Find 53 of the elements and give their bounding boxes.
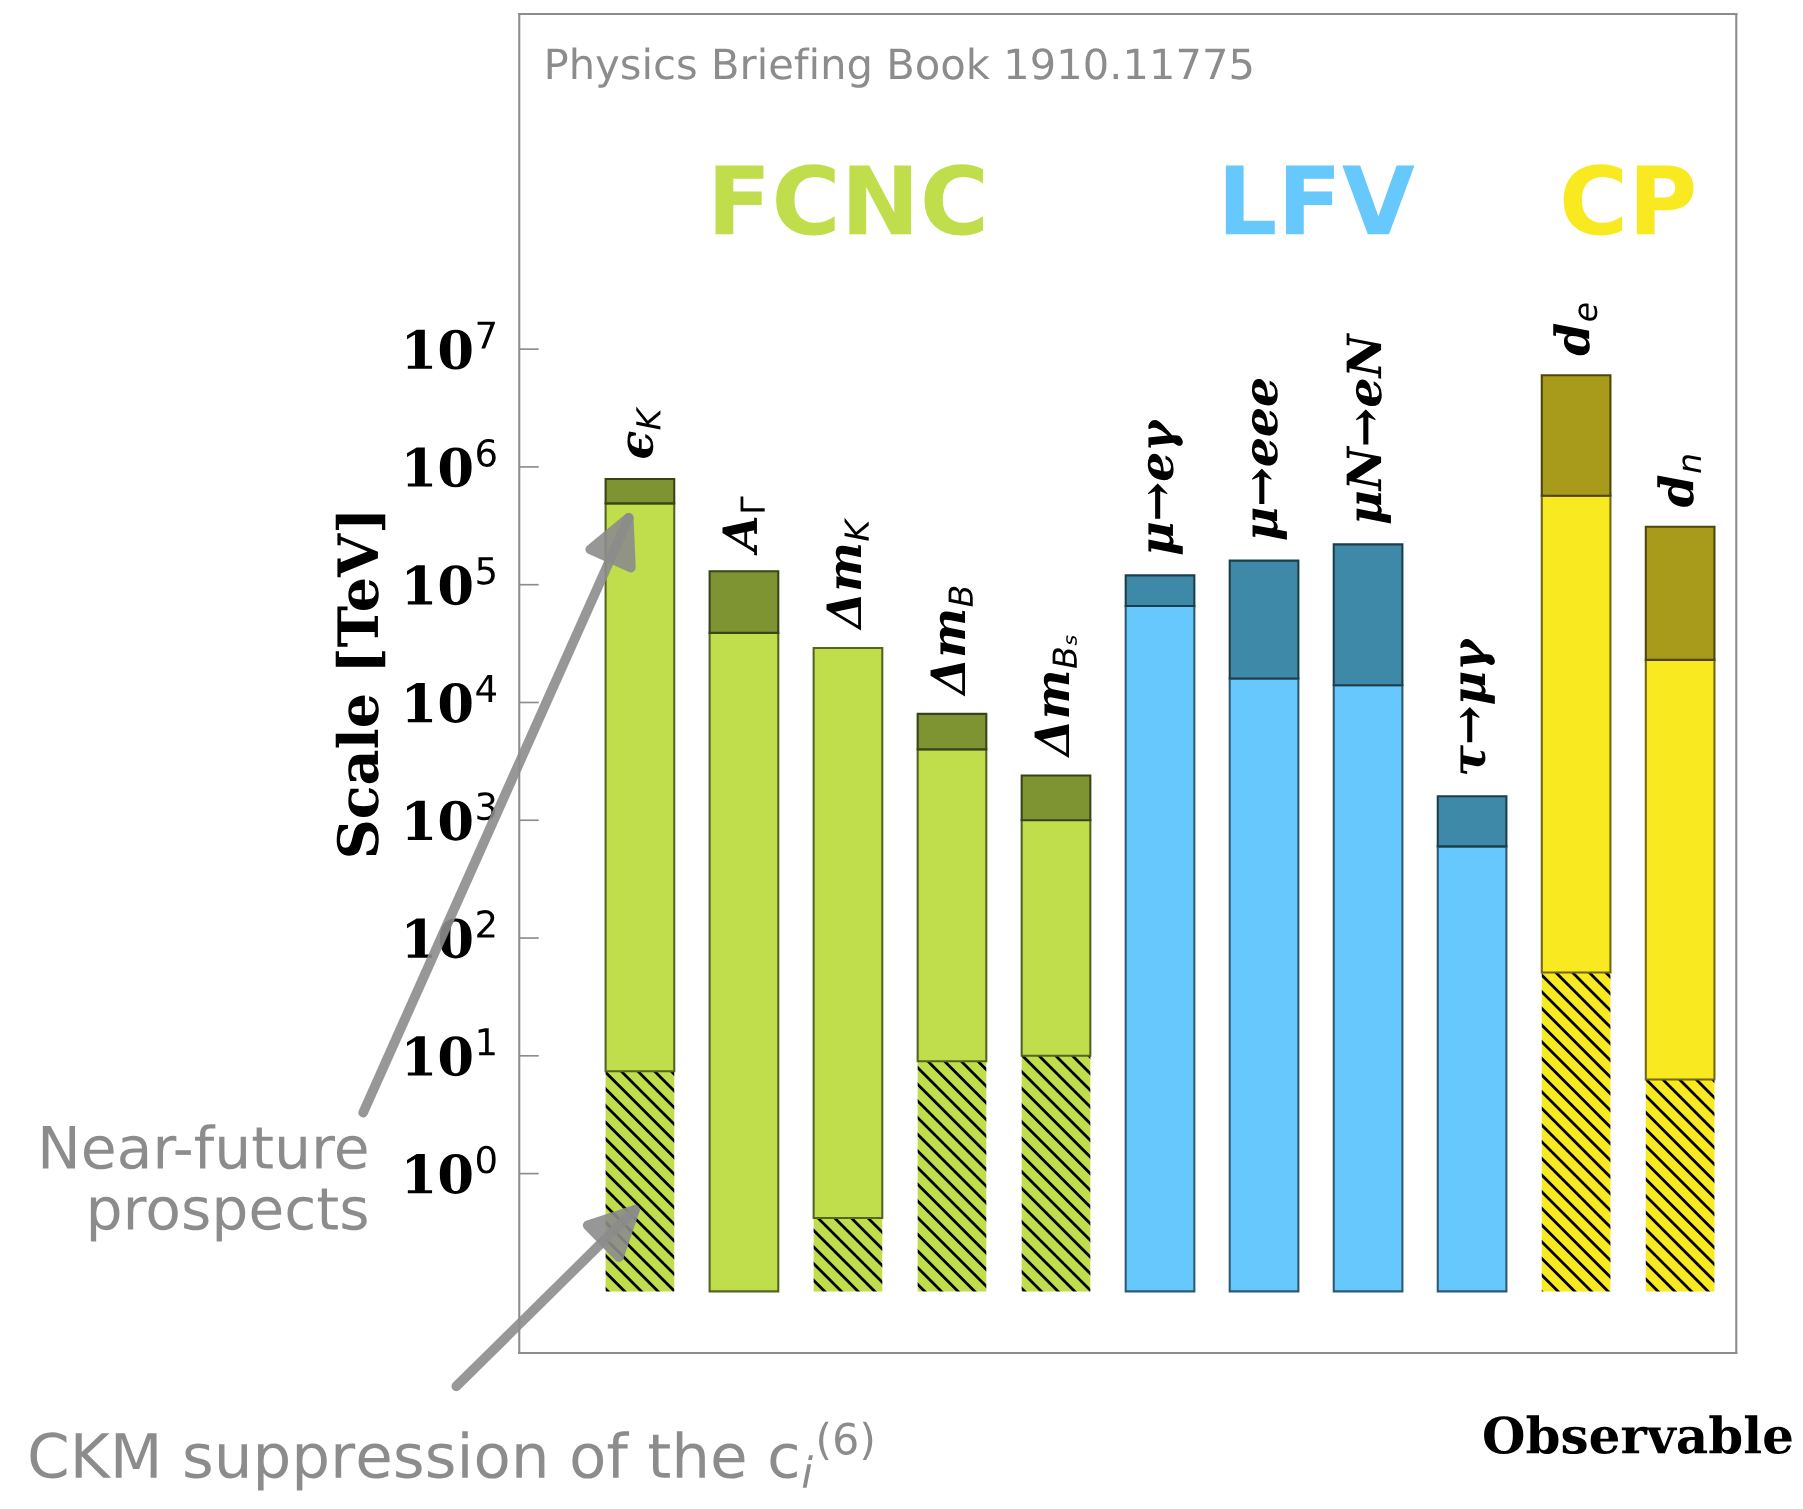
bar xyxy=(1021,1055,1091,1292)
x-tick-label: ϵ$_{K}$ xyxy=(627,406,661,458)
bar xyxy=(1124,574,1196,607)
y-tick-label: 10$^{4}$ xyxy=(407,675,496,723)
bar xyxy=(708,631,780,1293)
bar xyxy=(917,1061,987,1292)
y-tick-label: 10$^{2}$ xyxy=(407,910,495,959)
bar xyxy=(1436,845,1508,1293)
bar xyxy=(1332,684,1404,1293)
bar xyxy=(1228,677,1300,1293)
text: Near-future prospects xyxy=(42,1124,367,1242)
bar xyxy=(1645,1079,1715,1292)
x-tick-label: μ→eγ xyxy=(1147,419,1183,555)
bar xyxy=(1644,658,1716,1081)
x-tick-label: Δm$_{B}$ xyxy=(930,586,973,697)
annotation: Physics Briefing Book 1910.11775 xyxy=(547,47,1252,88)
x-axis-title: Observable xyxy=(1484,1415,1792,1455)
y-axis-title: Scale [TeV] xyxy=(335,514,386,856)
bar xyxy=(1541,972,1611,1292)
bar xyxy=(1644,525,1716,661)
y-tick-label: 10$^{3}$ xyxy=(407,792,496,841)
bar xyxy=(916,748,988,1063)
bar xyxy=(604,502,676,1073)
bar xyxy=(708,570,780,634)
x-tick-label: d$_{e}$ xyxy=(1553,303,1598,356)
bar xyxy=(1436,795,1508,848)
bar xyxy=(1020,818,1092,1057)
text: CP xyxy=(1563,164,1694,236)
y-tick-label: 10$^{5}$ xyxy=(407,557,495,606)
y-tick-label: 10$^{1}$ xyxy=(407,1028,495,1077)
bar xyxy=(604,477,676,505)
y-tick-label: 10$^{7}$ xyxy=(407,321,495,370)
bar xyxy=(813,1217,883,1292)
text: LFV xyxy=(1225,165,1415,235)
bar xyxy=(812,646,884,1220)
x-tick-label: Δm$_{Bₛ}$ xyxy=(1034,635,1077,758)
x-tick-label: μN→eN xyxy=(1346,332,1391,524)
bar xyxy=(916,712,988,751)
x-tick-label: τ→μγ xyxy=(1460,639,1495,775)
y-tick-label: 10$^{6}$ xyxy=(407,438,496,488)
bar xyxy=(1332,543,1404,687)
x-tick-label: A$_{Γ}$ xyxy=(722,496,765,556)
bar xyxy=(1124,604,1196,1293)
x-tick-label: Δm$_{K}$ xyxy=(826,517,869,631)
y-tick-label: 10$^{0}$ xyxy=(407,1145,496,1194)
bar xyxy=(1540,374,1612,497)
x-tick-label: μ→eee xyxy=(1251,378,1287,540)
bar xyxy=(1540,494,1612,974)
text: CKM suppression of the c$_{i}$$^{(6)}$ xyxy=(30,1421,873,1491)
bar xyxy=(1228,559,1300,680)
bar xyxy=(1020,774,1092,822)
x-tick-label: d$_{n}$ xyxy=(1657,455,1701,507)
text: FCNC xyxy=(715,164,984,236)
